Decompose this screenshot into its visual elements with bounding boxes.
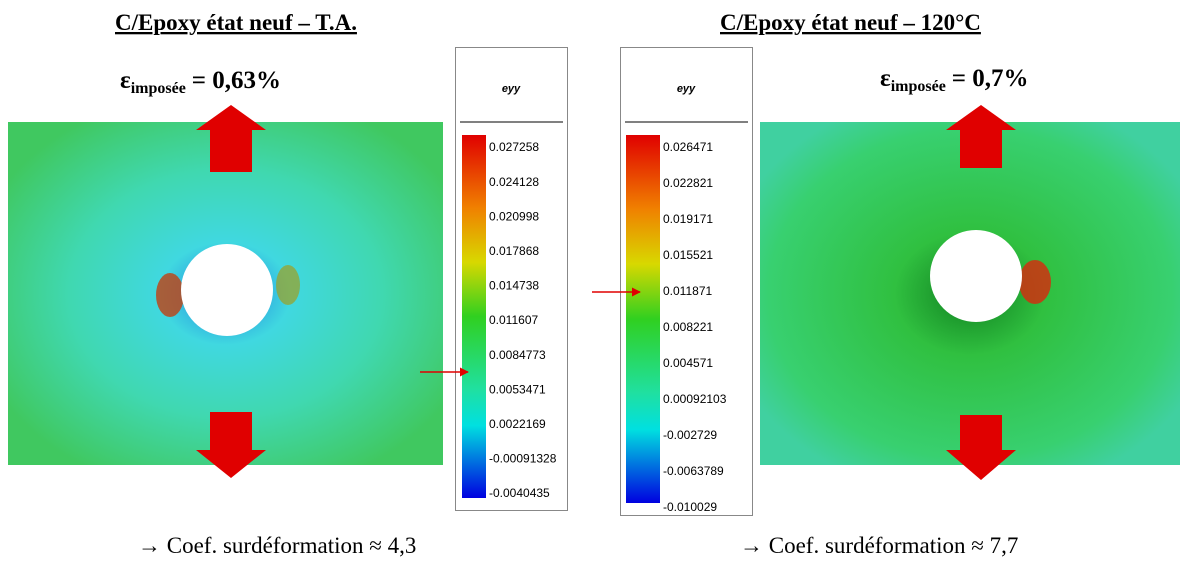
hole <box>930 230 1022 322</box>
colorbar-label: -0.0040435 <box>489 486 550 500</box>
note: → Coef. surdéformation ≈ 7,7 <box>740 533 1018 558</box>
hole <box>181 244 273 336</box>
value: = 0,7% <box>952 65 1029 92</box>
load-arrow <box>196 105 266 172</box>
colorbar-label: 0.0053471 <box>489 382 546 396</box>
colorbar-label: 0.011607 <box>489 313 538 327</box>
colorbar-label: 0.0022169 <box>489 417 546 431</box>
symbol: ε <box>880 65 891 92</box>
colorbar-label: 0.026471 <box>663 140 713 154</box>
colorbar-label: 0.011871 <box>663 284 712 298</box>
colorbar <box>626 135 660 503</box>
colorbar <box>462 135 486 498</box>
colorbar-label: -0.0063789 <box>663 464 724 478</box>
hot-spot <box>276 265 300 305</box>
colorbar-label: 0.00092103 <box>663 392 727 406</box>
hot-spot <box>1019 260 1051 304</box>
value: = 0,63% <box>192 67 281 94</box>
colorbar-label: -0.002729 <box>663 428 717 442</box>
colorbar-label: 0.0084773 <box>489 348 546 362</box>
colorbar-title: eyy <box>502 83 521 95</box>
colorbar-label: 0.015521 <box>663 248 713 262</box>
colorbar-label: 0.019171 <box>663 212 713 226</box>
colorbar-label: 0.008221 <box>663 320 713 334</box>
colorbar-label: -0.010029 <box>663 500 717 514</box>
colorbar-label: 0.014738 <box>489 279 539 293</box>
colorbar-title: eyy <box>677 83 696 95</box>
panel-title: C/Epoxy état neuf – T.A. <box>115 10 357 35</box>
subscript: imposée <box>131 80 186 97</box>
colorbar-label: 0.020998 <box>489 209 539 223</box>
colorbar-label: -0.00091328 <box>489 452 557 466</box>
colorbar-label: 0.017868 <box>489 244 539 258</box>
load-arrow <box>946 415 1016 480</box>
colorbar-label: 0.022821 <box>663 176 713 190</box>
colorbar-label: 0.024128 <box>489 175 539 189</box>
note: → Coef. surdéformation ≈ 4,3 <box>138 533 416 558</box>
strain-label: εimposée = 0,63% <box>120 67 281 97</box>
panel-title: C/Epoxy état neuf – 120°C <box>720 10 981 35</box>
hot-spot <box>156 273 184 317</box>
subscript: imposée <box>891 78 946 95</box>
symbol: ε <box>120 67 131 94</box>
load-arrow <box>946 105 1016 168</box>
colorbar-label: 0.027258 <box>489 140 539 154</box>
colorbar-label: 0.004571 <box>663 356 713 370</box>
strain-label: εimposée = 0,7% <box>880 65 1029 95</box>
load-arrow <box>196 412 266 478</box>
